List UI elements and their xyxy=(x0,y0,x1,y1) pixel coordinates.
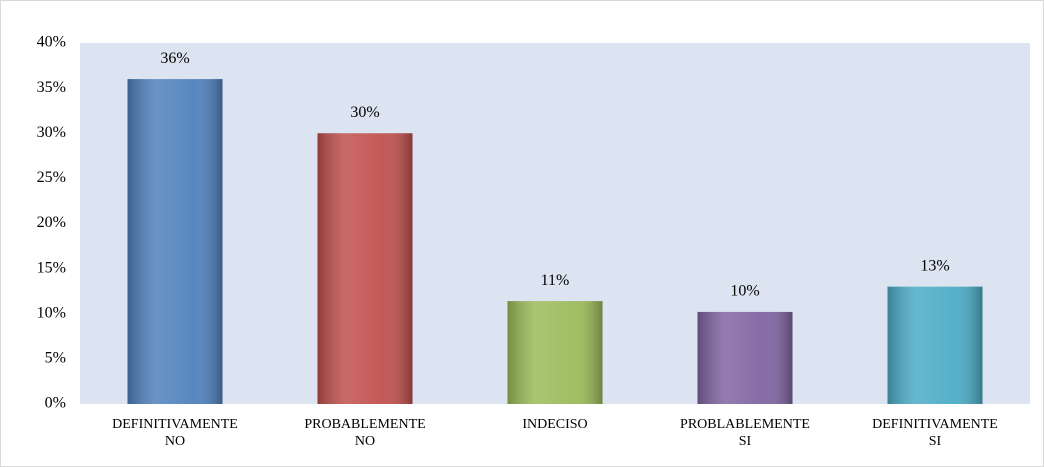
y-tick-label: 15% xyxy=(37,259,66,276)
data-label: 13% xyxy=(920,257,949,274)
bar xyxy=(697,311,793,404)
y-tick-label: 30% xyxy=(37,124,66,141)
x-tick-label: DEFINITIVAMENTE SI xyxy=(872,417,998,449)
data-label: 11% xyxy=(541,272,570,289)
bar xyxy=(507,301,603,404)
bar xyxy=(887,286,983,404)
y-tick-label: 0% xyxy=(45,395,66,412)
y-tick-label: 10% xyxy=(37,304,66,321)
bar xyxy=(127,79,223,404)
data-label: 30% xyxy=(350,104,379,121)
y-tick-label: 40% xyxy=(37,34,66,51)
x-tick-label: DEFINITIVAMENTE NO xyxy=(112,417,238,449)
y-tick-label: 20% xyxy=(37,214,66,231)
data-label: 10% xyxy=(730,283,759,300)
y-tick-label: 35% xyxy=(37,79,66,96)
x-tick-label: PROBLABLEMENTE SI xyxy=(680,417,810,449)
x-tick-label: INDECISO xyxy=(522,417,588,432)
x-tick-label: PROBABLEMENTE NO xyxy=(304,417,426,449)
data-label: 36% xyxy=(160,50,189,67)
y-tick-label: 25% xyxy=(37,169,66,186)
y-tick-label: 5% xyxy=(45,350,66,367)
bar xyxy=(317,133,413,404)
